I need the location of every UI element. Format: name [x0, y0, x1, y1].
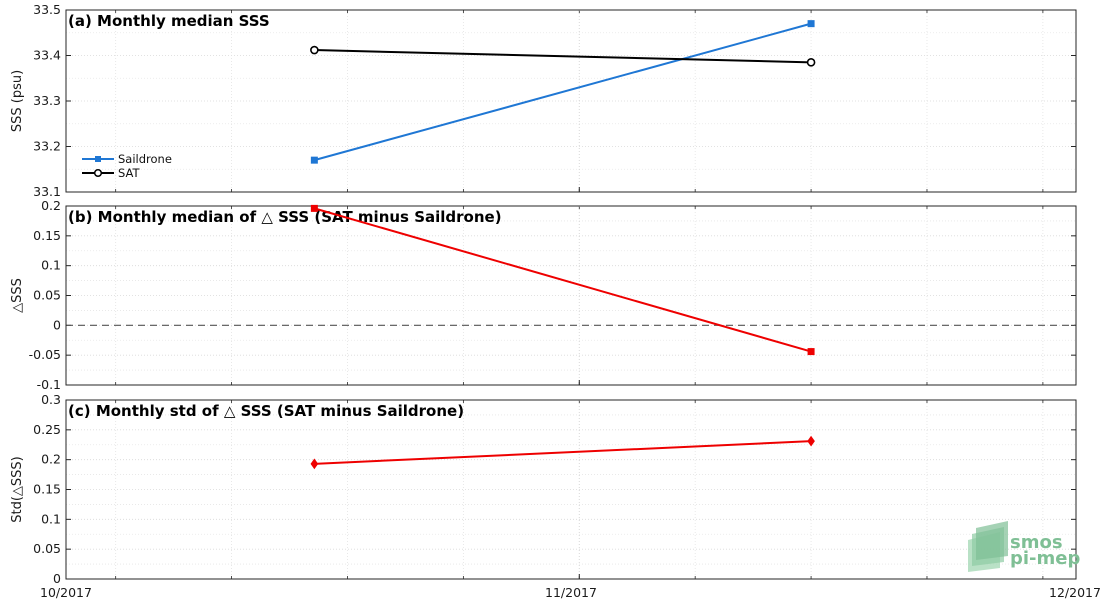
panels: 33.1 33.2 33.3 33.4 33.5 (a) Monthly median S…: [10, 2, 1077, 586]
x-axis-labels: 10/2017 11/2017 12/2017: [40, 585, 1101, 600]
legend-label: SAT: [118, 166, 140, 180]
y-tick-label: 0: [53, 317, 61, 332]
y-tick-label: 0.1: [41, 258, 61, 273]
y-tick-label: 0.05: [33, 288, 61, 303]
data-point: [807, 348, 815, 356]
axes-frame: [65, 9, 1077, 193]
series-line: [314, 207, 812, 353]
data-point: [310, 204, 318, 212]
y-tick-label: 0.2: [41, 452, 61, 467]
data-point: [310, 45, 319, 55]
legend-label: Saildrone: [118, 152, 172, 166]
panel-title: (c) Monthly std of △ SSS (SAT minus Sail…: [68, 402, 464, 420]
panel-a: 33.1 33.2 33.3 33.4 33.5 (a) Monthly median S…: [10, 2, 1077, 199]
data-point: [806, 58, 816, 67]
y-axis-label: SSS (psu): [10, 70, 25, 132]
data-point: [807, 435, 815, 447]
panel-b: -0.1 -0.05 0 0.05 0.1 0.15 0.2 (b) Monthly medi…: [10, 198, 1077, 392]
series-line: [314, 49, 812, 64]
legend-marker: [93, 168, 103, 178]
y-tick-label: 33.5: [33, 2, 61, 17]
data-point: [310, 156, 318, 164]
legend-marker: [95, 156, 101, 162]
data-point: [807, 20, 815, 28]
y-tick-label: 33.3: [33, 93, 61, 108]
x-tick-label: 10/2017: [40, 585, 92, 600]
y-tick-label: -0.1: [37, 377, 61, 392]
y-tick-label: 0.15: [33, 228, 61, 243]
y-tick-label: 33.4: [33, 48, 61, 63]
y-tick-label: 0.2: [41, 198, 61, 213]
y-tick-label: 33.2: [33, 139, 61, 154]
y-tick-label: 0.25: [33, 422, 61, 437]
logo-wave-icon: [968, 521, 1008, 572]
panel-c: 0 0.05 0.1 0.15 0.2 0.25 0.3 (c) Monthly std of…: [10, 392, 1077, 586]
series-line: [314, 22, 812, 162]
smos-pimep-logo: smos pi-mep: [968, 521, 1080, 572]
logo-text-smos: smos: [1010, 532, 1063, 553]
y-axis-label: △SSS: [10, 278, 25, 313]
x-tick-label: 12/2017: [1049, 585, 1101, 600]
y-tick-label: 0.1: [41, 511, 61, 526]
x-tick-label: 11/2017: [545, 585, 597, 600]
axes-frame: [65, 399, 1077, 580]
y-tick-label: 0: [53, 571, 61, 586]
series-line: [314, 440, 812, 465]
y-tick-label: 0.3: [41, 392, 61, 407]
data-point: [310, 458, 319, 470]
panel-title: (b) Monthly median of △ SSS (SAT minus S…: [68, 208, 502, 226]
y-tick-label: 0.05: [33, 541, 61, 556]
y-tick-label: -0.05: [29, 347, 61, 362]
axes-frame: [65, 205, 1077, 386]
y-tick-label: 0.15: [33, 482, 61, 497]
y-axis-label: Std(△SSS): [10, 456, 25, 523]
logo-text-pimep: pi-mep: [1010, 548, 1080, 569]
y-tick-label: 33.1: [33, 184, 61, 199]
panel-title: (a) Monthly median SSS: [68, 12, 270, 30]
